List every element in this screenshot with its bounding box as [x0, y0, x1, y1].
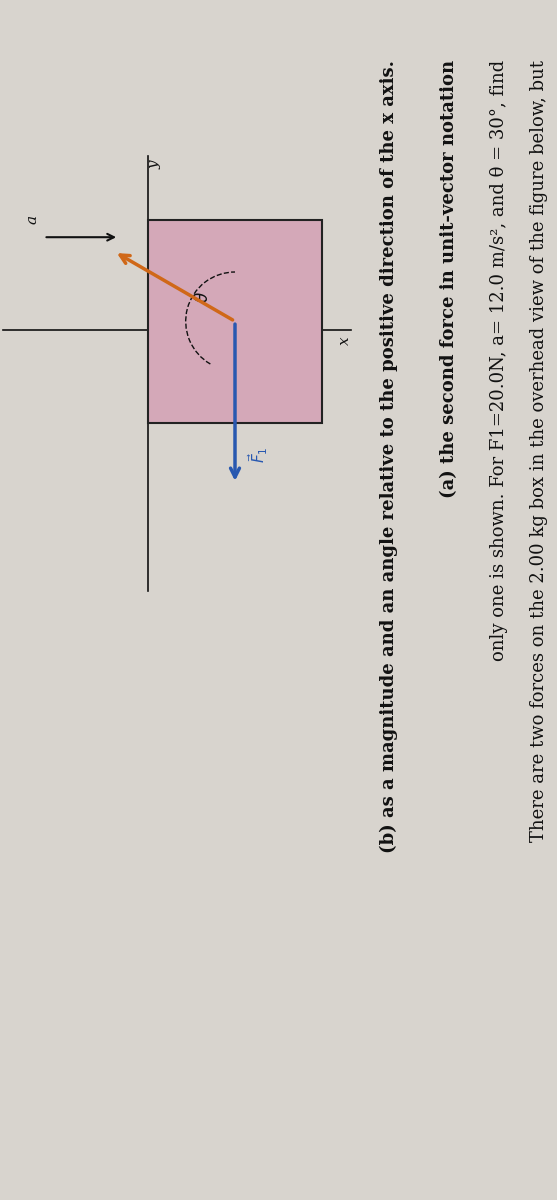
Text: (b) as a magnitude and an angle relative to the positive direction of the x axis: (b) as a magnitude and an angle relative…	[380, 60, 398, 853]
Text: y: y	[148, 161, 162, 169]
Text: $\vec{F}_1$: $\vec{F}_1$	[246, 446, 270, 463]
Text: There are two forces on the 2.00 kg box in the overhead view of the figure below: There are two forces on the 2.00 kg box …	[530, 60, 548, 842]
Text: x: x	[338, 336, 352, 344]
Text: $\theta$: $\theta$	[194, 292, 212, 302]
Text: (a) the second force in unit-vector notation: (a) the second force in unit-vector nota…	[440, 60, 458, 498]
Text: only one is shown. For F1=20.0N, a= 12.0 m/s², and θ = 30°, find: only one is shown. For F1=20.0N, a= 12.0…	[490, 60, 508, 661]
Bar	[148, 220, 322, 422]
Text: a: a	[25, 215, 39, 224]
